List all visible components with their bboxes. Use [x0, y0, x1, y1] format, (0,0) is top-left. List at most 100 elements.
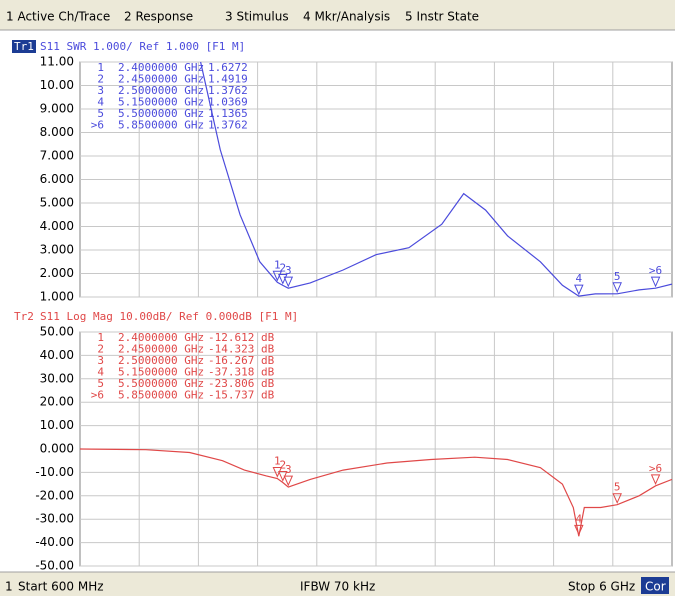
marker-table-frequency: 2.4500000 GHz — [118, 343, 204, 356]
marker — [283, 475, 294, 487]
marker-table-number: 3 — [97, 354, 104, 367]
marker-number: 1 — [274, 258, 281, 271]
y-tick-label: 30.00 — [40, 371, 74, 385]
marker — [283, 276, 294, 288]
start-frequency: Start 600 MHz — [18, 580, 104, 594]
y-tick-label: 5.000 — [40, 196, 74, 210]
status-bar — [0, 572, 675, 596]
y-tick-label: -20.00 — [35, 488, 74, 502]
marker-number: 4 — [576, 512, 583, 525]
trace-line — [80, 448, 672, 537]
menu-item[interactable]: 1 Active Ch/Trace — [6, 10, 110, 24]
marker — [574, 284, 584, 296]
marker-table-number: 5 — [97, 377, 104, 390]
marker-table-frequency: 2.4000000 GHz — [118, 331, 204, 344]
marker — [650, 474, 661, 486]
menu-item[interactable]: 4 Mkr/Analysis — [303, 10, 390, 24]
trace-tag: Tr2 — [14, 310, 34, 323]
marker-number: 3 — [285, 264, 292, 277]
marker-number: 2 — [280, 261, 287, 274]
marker-table-number: 2 — [97, 343, 104, 356]
y-tick-label: 20.00 — [40, 395, 74, 409]
marker-table-value: 1.4919 — [208, 73, 248, 86]
marker-number: >6 — [649, 264, 662, 277]
stop-frequency: Stop 6 GHz — [568, 580, 635, 594]
marker-table-frequency: 5.8500000 GHz — [118, 389, 204, 402]
marker-table-frequency: 5.5000000 GHz — [118, 377, 204, 390]
marker-table-value: -14.323 dB — [208, 343, 275, 356]
marker-number: 2 — [280, 459, 287, 472]
marker-table-frequency: 2.5000000 GHz — [118, 84, 204, 97]
marker-table-frequency: 2.4500000 GHz — [118, 73, 204, 86]
marker-table-number: 1 — [97, 61, 104, 74]
marker-table-number: 2 — [97, 73, 104, 86]
marker-table-value: 1.6272 — [208, 61, 248, 74]
marker-number: 4 — [576, 272, 583, 285]
marker-table-value: -16.267 dB — [208, 354, 275, 367]
y-tick-label: 3.000 — [40, 243, 74, 257]
marker-table-value: 1.3762 — [208, 84, 248, 97]
y-tick-label: 10.00 — [40, 418, 74, 432]
marker — [650, 276, 661, 288]
cor-box — [641, 577, 669, 594]
marker-number: 3 — [285, 463, 292, 476]
marker-table-number: 4 — [97, 366, 104, 379]
y-tick-label: 8.000 — [40, 125, 74, 139]
trace-tag-box — [12, 40, 36, 53]
y-tick-label: 2.000 — [40, 266, 74, 280]
y-tick-label: -50.00 — [35, 559, 74, 573]
marker-table-value: 1.1365 — [208, 107, 248, 120]
trace-tag: Tr1 — [14, 40, 34, 53]
marker-table-value: -37.318 dB — [208, 366, 275, 379]
marker-table-number: 1 — [97, 331, 104, 344]
y-tick-label: 11.00 — [40, 55, 74, 69]
marker-table-value: -12.612 dB — [208, 331, 275, 344]
marker-table-frequency: 5.8500000 GHz — [118, 119, 204, 132]
correction-status: Cor — [645, 580, 666, 594]
marker-number: 1 — [274, 455, 281, 468]
marker — [612, 282, 622, 294]
marker — [612, 493, 622, 504]
y-tick-label: -30.00 — [35, 512, 74, 526]
y-tick-label: 4.000 — [40, 219, 74, 233]
trace-line — [200, 61, 672, 297]
marker-table-value: 1.3762 — [208, 119, 248, 132]
marker-number: >6 — [649, 462, 662, 475]
marker-table-number: >6 — [91, 389, 104, 402]
marker-table-frequency: 5.1500000 GHz — [118, 366, 204, 379]
marker-table-number: 5 — [97, 107, 104, 120]
y-tick-label: 7.000 — [40, 149, 74, 163]
ifbw: IFBW 70 kHz — [300, 580, 375, 594]
marker-table-frequency: 5.5000000 GHz — [118, 107, 204, 120]
marker-table-number: 4 — [97, 96, 104, 109]
menu-item[interactable]: 3 Stimulus — [225, 10, 289, 24]
trace-header: S11 Log Mag 10.00dB/ Ref 0.000dB [F1 M] — [40, 310, 298, 323]
marker-table-value: -15.737 dB — [208, 389, 275, 402]
y-tick-label: 40.00 — [40, 348, 74, 362]
y-tick-label: 6.000 — [40, 172, 74, 186]
y-tick-label: 0.000 — [40, 442, 74, 456]
marker-number: 5 — [614, 481, 621, 494]
menu-bar — [0, 0, 675, 30]
marker-table-number: 3 — [97, 84, 104, 97]
y-tick-label: 50.00 — [40, 325, 74, 339]
marker-table-frequency: 2.5000000 GHz — [118, 354, 204, 367]
channel-number: 1 — [5, 580, 13, 594]
y-tick-label: -40.00 — [35, 535, 74, 549]
y-tick-label: 9.000 — [40, 102, 74, 116]
marker-table-value: -23.806 dB — [208, 377, 275, 390]
marker-table-frequency: 2.4000000 GHz — [118, 61, 204, 74]
marker-number: 5 — [614, 270, 621, 283]
marker — [574, 524, 584, 536]
marker-table-value: 1.0369 — [208, 96, 248, 109]
marker-table-number: >6 — [91, 119, 104, 132]
y-tick-label: 1.000 — [40, 290, 74, 304]
menu-item[interactable]: 2 Response — [124, 10, 193, 24]
trace-header: S11 SWR 1.000/ Ref 1.000 [F1 M] — [40, 40, 245, 53]
y-tick-label: 10.00 — [40, 78, 74, 92]
y-tick-label: -10.00 — [35, 465, 74, 479]
marker-table-frequency: 5.1500000 GHz — [118, 96, 204, 109]
menu-item[interactable]: 5 Instr State — [405, 10, 479, 24]
